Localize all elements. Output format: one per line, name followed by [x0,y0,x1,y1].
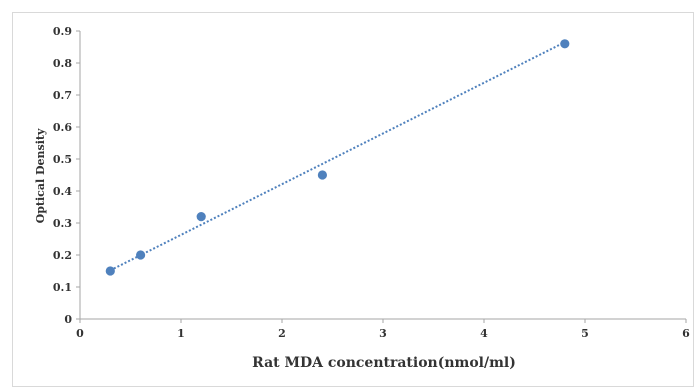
x-axis-label: Rat MDA concentration(nmol/ml) [252,355,516,371]
y-tick-label: 0.2 [53,249,72,262]
data-point [105,266,115,276]
data-point [317,170,327,180]
data-point [136,250,146,260]
y-tick-label: 0.3 [53,217,72,230]
linear-trendline [109,41,566,272]
y-tick-label: 0.5 [53,153,72,166]
x-tick-label: 3 [379,327,387,340]
y-tick-label: 0 [64,313,72,326]
y-tick-label: 0.6 [53,121,72,134]
data-point [196,212,206,222]
y-tick-label: 0.1 [53,281,72,294]
chart-axes [79,31,686,320]
y-tick-label: 0.4 [53,185,72,198]
x-tick-label: 2 [278,327,286,340]
x-tick-label: 0 [76,327,84,340]
x-tick-label: 4 [480,327,488,340]
chart-ticks: 0 0.1 0.2 0.3 0.4 0.5 0.6 0.7 0.8 0.9 0 1 2 3 4 5 6 [53,25,690,340]
chart-trendline [109,41,566,272]
x-tick-label: 5 [581,327,589,340]
y-tick-label: 0.8 [53,57,72,70]
chart-points [105,39,570,276]
y-tick-label: 0.7 [53,89,72,102]
y-tick-label: 0.9 [53,25,72,38]
chart-frame [12,12,694,387]
x-tick-label: 1 [177,327,185,340]
y-axis-label: Optical Density [34,128,47,223]
data-point [560,39,570,49]
x-tick-label: 6 [682,327,690,340]
